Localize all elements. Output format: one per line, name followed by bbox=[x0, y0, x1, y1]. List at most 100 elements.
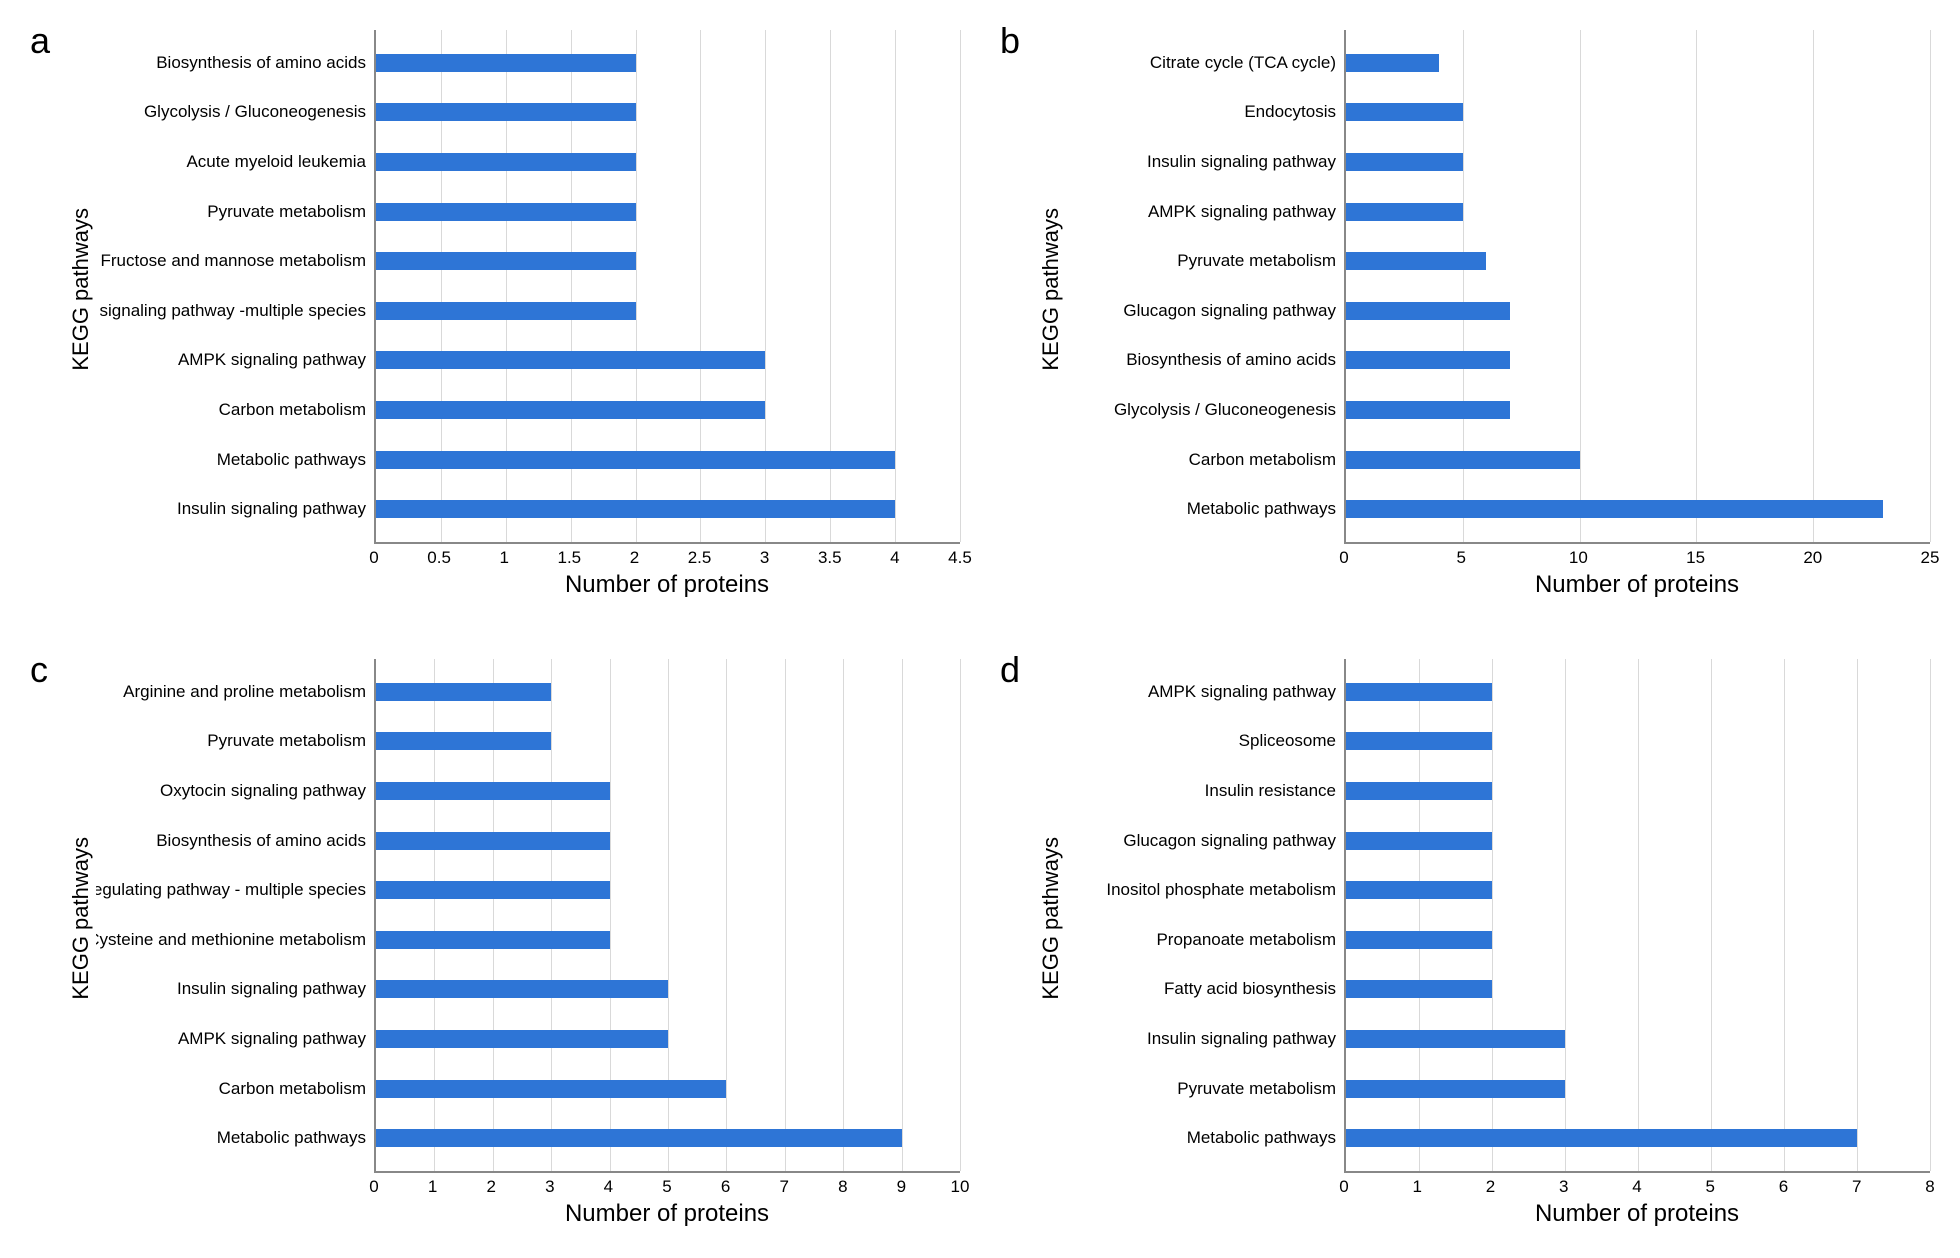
x-tick: 7 bbox=[1852, 1177, 1861, 1197]
x-tick: 1.5 bbox=[558, 548, 582, 568]
bar-row: Glycolysis / Gluconeogenesis bbox=[376, 88, 960, 138]
bar bbox=[376, 1080, 726, 1098]
bar bbox=[376, 401, 765, 419]
bar bbox=[1346, 351, 1510, 369]
chart-area: KEGG pathwaysAMPK signaling pathwaySplic… bbox=[1030, 659, 1930, 1228]
bar-row: Biosynthesis of amino acids bbox=[1346, 336, 1930, 386]
bar-row: Arginine and proline metabolism bbox=[376, 667, 960, 717]
bar bbox=[376, 1129, 902, 1147]
plot-container: AMPK signaling pathwaySpliceosomeInsulin… bbox=[1064, 659, 1930, 1228]
bar-row: Pyruvate metabolism bbox=[376, 717, 960, 767]
bar-label: Carbon metabolism bbox=[1066, 450, 1346, 470]
x-tick: 10 bbox=[1569, 548, 1588, 568]
x-tick: 20 bbox=[1803, 548, 1822, 568]
bar-row: Metabolic pathways bbox=[1346, 484, 1930, 534]
x-ticks: 0510152025 bbox=[1344, 544, 1930, 569]
x-tick: 2 bbox=[1486, 1177, 1495, 1197]
bar-row: Carbon metabolism bbox=[376, 1064, 960, 1114]
bar-row: Biosynthesis of amino acids bbox=[376, 816, 960, 866]
plot-container: Arginine and proline metabolismPyruvate … bbox=[94, 659, 960, 1228]
bar-row: AMPK signaling pathway bbox=[1346, 187, 1930, 237]
bar bbox=[1346, 451, 1580, 469]
bar-row: Insulin signaling pathway bbox=[376, 484, 960, 534]
x-tick: 25 bbox=[1921, 548, 1940, 568]
bar bbox=[376, 500, 895, 518]
panel-label: d bbox=[1000, 649, 1020, 691]
bar-row: Metabolic pathways bbox=[376, 1113, 960, 1163]
bar bbox=[376, 54, 636, 72]
bar bbox=[1346, 1129, 1857, 1147]
bar bbox=[1346, 1030, 1565, 1048]
bar-label: Fatty acid biosynthesis bbox=[1066, 979, 1346, 999]
y-axis-label: KEGG pathways bbox=[1030, 208, 1064, 371]
panel-d: dKEGG pathwaysAMPK signaling pathwaySpli… bbox=[1000, 659, 1930, 1228]
panel-label: b bbox=[1000, 20, 1020, 62]
bar bbox=[1346, 252, 1486, 270]
bar-label: Propanoate metabolism bbox=[1066, 930, 1346, 950]
bar-label: AMPK signaling pathway bbox=[96, 1029, 376, 1049]
bar-label: AMPK signaling pathway bbox=[1066, 202, 1346, 222]
bar-label: Metabolic pathways bbox=[1066, 499, 1346, 519]
bar bbox=[376, 782, 610, 800]
bar-row: Longevity regulating pathway - multiple … bbox=[376, 865, 960, 915]
bar bbox=[1346, 103, 1463, 121]
bar bbox=[1346, 782, 1492, 800]
bar-label: Endocytosis bbox=[1066, 102, 1346, 122]
x-axis-label: Number of proteins bbox=[374, 571, 960, 599]
x-tick: 5 bbox=[1706, 1177, 1715, 1197]
bar-row: Spliceosome bbox=[1346, 717, 1930, 767]
x-tick: 4.5 bbox=[948, 548, 972, 568]
bar-row: Glucagon signaling pathway bbox=[1346, 286, 1930, 336]
x-tick: 15 bbox=[1686, 548, 1705, 568]
bar-label: Carbon metabolism bbox=[96, 1079, 376, 1099]
x-tick: 4 bbox=[890, 548, 899, 568]
bar-label: Longevity regulating pathway - multiple … bbox=[96, 880, 376, 900]
gridline bbox=[960, 659, 961, 1171]
bar-label: Insulin resistance bbox=[1066, 781, 1346, 801]
bar bbox=[376, 252, 636, 270]
bars: Biosynthesis of amino acidsGlycolysis / … bbox=[376, 30, 960, 542]
bar-label: Insulin signaling pathway bbox=[1066, 1029, 1346, 1049]
bar-label: Insulin signaling pathway bbox=[1066, 152, 1346, 172]
bar bbox=[1346, 683, 1492, 701]
bar-label: Glucagon signaling pathway bbox=[1066, 301, 1346, 321]
bar-row: AMPK signaling pathway bbox=[376, 1014, 960, 1064]
bar-label: Insulin signaling pathway bbox=[96, 499, 376, 519]
bar bbox=[376, 683, 551, 701]
x-axis-label: Number of proteins bbox=[374, 1200, 960, 1228]
bar-row: Insulin signaling pathway bbox=[1346, 137, 1930, 187]
bar-label: Metabolic pathways bbox=[96, 1128, 376, 1148]
bar-label: Pyruvate metabolism bbox=[96, 202, 376, 222]
bar bbox=[376, 980, 668, 998]
bar bbox=[1346, 881, 1492, 899]
bar-row: Acute myeloid leukemia bbox=[376, 137, 960, 187]
y-axis-label: KEGG pathways bbox=[60, 208, 94, 371]
bar-row: Pyruvate metabolism bbox=[1346, 1064, 1930, 1114]
bar-row: Glycolysis / Gluconeogenesis bbox=[1346, 385, 1930, 435]
bar-label: AMPK signaling pathway bbox=[96, 350, 376, 370]
x-tick: 2.5 bbox=[688, 548, 712, 568]
bars: Citrate cycle (TCA cycle)EndocytosisInsu… bbox=[1346, 30, 1930, 542]
bar-label: Arginine and proline metabolism bbox=[96, 682, 376, 702]
x-tick: 6 bbox=[1779, 1177, 1788, 1197]
bar-row: Propanoate metabolism bbox=[1346, 915, 1930, 965]
bar-row: Citrate cycle (TCA cycle) bbox=[1346, 38, 1930, 88]
bar bbox=[1346, 931, 1492, 949]
bar-row: Cysteine and methionine metabolism bbox=[376, 915, 960, 965]
bar-row: Biosynthesis of amino acids bbox=[376, 38, 960, 88]
bar-row: AMPK signaling pathway bbox=[376, 336, 960, 386]
bars: AMPK signaling pathwaySpliceosomeInsulin… bbox=[1346, 659, 1930, 1171]
chart-area: KEGG pathwaysArginine and proline metabo… bbox=[60, 659, 960, 1228]
bar-row: Inositol phosphate metabolism bbox=[1346, 865, 1930, 915]
bar-label: Pyruvate metabolism bbox=[1066, 1079, 1346, 1099]
bar bbox=[376, 931, 610, 949]
bar bbox=[376, 203, 636, 221]
bar-row: Fructose and mannose metabolism bbox=[376, 236, 960, 286]
x-tick: 2 bbox=[486, 1177, 495, 1197]
x-tick: 10 bbox=[951, 1177, 970, 1197]
x-tick: 1 bbox=[1413, 1177, 1422, 1197]
panel-c: cKEGG pathwaysArginine and proline metab… bbox=[30, 659, 960, 1228]
bar bbox=[1346, 1080, 1565, 1098]
x-tick: 4 bbox=[1632, 1177, 1641, 1197]
x-tick: 0.5 bbox=[427, 548, 451, 568]
